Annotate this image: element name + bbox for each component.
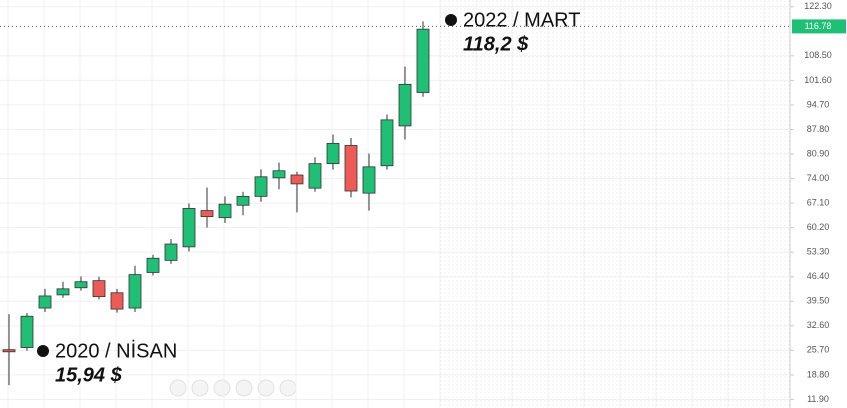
candle-body: [2, 349, 16, 353]
annotation-dot: [37, 345, 49, 357]
last-price-box: [792, 19, 846, 34]
y-tick-label: 39.50: [807, 296, 830, 306]
candle-body: [308, 163, 322, 189]
candle-body: [380, 119, 394, 167]
y-tick-label: 74.00: [807, 173, 830, 183]
candle-body: [38, 295, 52, 309]
candle-body: [254, 176, 268, 197]
nav-button[interactable]: [279, 379, 297, 397]
candle-body: [20, 315, 34, 348]
candle-body: [290, 174, 304, 185]
nav-button[interactable]: [169, 379, 187, 397]
candle-body: [344, 145, 358, 192]
y-tick-label: 108.50: [804, 50, 832, 60]
nav-buttons: [169, 379, 297, 397]
candle-body: [164, 243, 178, 261]
candle-body: [92, 280, 106, 298]
candle-body: [200, 210, 214, 218]
y-tick-label: 67.10: [807, 197, 830, 207]
y-tick-label: 11.90: [807, 394, 829, 404]
candle-body: [110, 292, 124, 310]
y-tick-label: 53.30: [807, 247, 830, 257]
future-area: [440, 0, 790, 408]
y-tick-label: 32.60: [807, 320, 830, 330]
y-tick-label: 87.80: [807, 124, 830, 134]
y-tick-label: 122.30: [804, 1, 832, 11]
last-price-label: 116.78: [805, 21, 832, 31]
candle-body: [74, 281, 88, 289]
y-tick-label: 101.60: [804, 75, 832, 85]
annotation-date: 2020 / NİSAN: [55, 339, 177, 362]
candle-body: [56, 288, 70, 296]
candle-body: [182, 208, 196, 248]
annotation-dot: [445, 14, 457, 26]
candle-body: [218, 203, 232, 219]
y-tick-label: 80.90: [807, 148, 830, 158]
candle-body: [326, 142, 340, 165]
y-tick-label: 46.40: [807, 271, 830, 281]
candle-body: [128, 274, 142, 309]
annotation-price: 118,2 $: [463, 33, 529, 55]
nav-button[interactable]: [235, 379, 253, 397]
candle-body: [362, 166, 376, 194]
candle-body: [236, 195, 250, 206]
nav-button[interactable]: [191, 379, 209, 397]
nav-button[interactable]: [213, 379, 231, 397]
candle-body: [398, 83, 412, 127]
y-tick-label: 18.80: [807, 369, 830, 379]
y-tick-label: 60.20: [807, 222, 830, 232]
y-tick-label: 94.70: [807, 99, 830, 109]
candle-body: [416, 28, 430, 93]
annotation-price: 15,94 $: [55, 364, 123, 386]
candle-body: [272, 170, 286, 179]
annotation-date: 2022 / MART: [463, 9, 580, 31]
candle-body: [146, 257, 160, 273]
y-tick-label: 25.70: [807, 345, 830, 355]
nav-button[interactable]: [257, 379, 275, 397]
